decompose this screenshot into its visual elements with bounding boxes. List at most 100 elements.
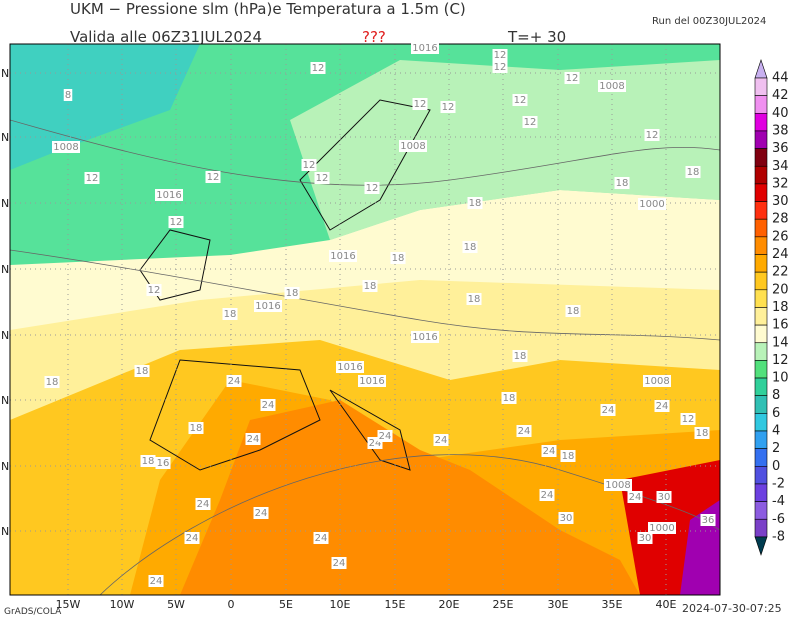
contour-label-bg bbox=[377, 430, 393, 442]
colorbar-label: 40 bbox=[772, 106, 789, 121]
contour-label: 18 bbox=[364, 281, 377, 292]
y-axis-label: N bbox=[1, 131, 9, 144]
map bbox=[9, 43, 721, 596]
contour-label-bg bbox=[492, 49, 508, 61]
contour-label: 12 bbox=[646, 130, 659, 141]
contour-label-bg bbox=[643, 375, 671, 387]
contour-label-bg bbox=[284, 287, 300, 299]
contour-label-bg bbox=[560, 450, 576, 462]
contour-label: 12 bbox=[442, 102, 455, 113]
contour-label: 16 bbox=[157, 458, 170, 469]
contour-label-bg bbox=[44, 376, 60, 388]
contour-label-bg bbox=[600, 404, 616, 416]
contour-label: 24 bbox=[518, 426, 531, 437]
contour-label: 12 bbox=[148, 285, 161, 296]
colorbar-label: -4 bbox=[772, 494, 785, 509]
contour-label-bg bbox=[254, 300, 282, 312]
colorbar-label: 18 bbox=[772, 300, 789, 315]
contour-label-bg bbox=[314, 172, 330, 184]
contour-label-bg bbox=[358, 375, 386, 387]
contour-label: 18 bbox=[142, 456, 155, 467]
contour-label-bg bbox=[148, 575, 164, 587]
contour-label-bg bbox=[516, 425, 532, 437]
contour-label: 24 bbox=[435, 435, 448, 446]
colorbar-box bbox=[754, 324, 768, 344]
colorbar-label: 14 bbox=[772, 335, 789, 350]
contour-label-bg bbox=[614, 177, 630, 189]
contour-label: 1008 bbox=[53, 142, 78, 153]
contour-label-bg bbox=[140, 455, 156, 467]
colorbar-box bbox=[754, 342, 768, 361]
contour-label: 1016 bbox=[330, 251, 355, 262]
contour-label-bg bbox=[310, 62, 326, 74]
contour-label: 24 bbox=[197, 499, 210, 510]
hotter-area bbox=[180, 400, 640, 595]
title: UKM − Pressione slm (hPa)e Temperatura a… bbox=[70, 0, 466, 18]
contour-label-bg bbox=[331, 557, 347, 569]
colorbar-label: 36 bbox=[772, 141, 789, 156]
contour-label-bg bbox=[604, 479, 632, 491]
colorbar-label: 38 bbox=[772, 123, 789, 138]
colorbar-box bbox=[754, 95, 768, 114]
contour-label: 12 bbox=[170, 217, 183, 228]
colorbar-box bbox=[754, 271, 768, 291]
contour-label-bg bbox=[512, 94, 528, 106]
colorbar-label: 4 bbox=[772, 424, 780, 439]
colorbar-label: 26 bbox=[772, 229, 789, 244]
y-axis-label: N bbox=[1, 394, 9, 407]
contour-label-bg bbox=[685, 166, 701, 178]
contour-label: 12 bbox=[316, 173, 329, 184]
contour-label-bg bbox=[541, 445, 557, 457]
contour-label-bg bbox=[399, 140, 427, 152]
contour-label-bg bbox=[168, 216, 184, 228]
contour-label: 1008 bbox=[599, 81, 624, 92]
x-axis-label: 0 bbox=[228, 598, 235, 611]
x-axis-label: 20E bbox=[439, 598, 460, 611]
contour-label-bg bbox=[226, 375, 242, 387]
x-axis-label: 5E bbox=[279, 598, 293, 611]
colorbar-box bbox=[754, 413, 768, 432]
colorbar-box bbox=[754, 483, 768, 502]
colorbar-box bbox=[754, 148, 768, 167]
forecast-step: T=+ 30 bbox=[507, 28, 566, 46]
colorbar-label: 24 bbox=[772, 247, 789, 262]
contour-label: 8 bbox=[65, 90, 71, 101]
colorbar-box bbox=[754, 289, 768, 308]
contour-label-bg bbox=[440, 101, 456, 113]
y-axis-label: N bbox=[1, 329, 9, 342]
contour-label: 18 bbox=[687, 167, 700, 178]
contour-label: 12 bbox=[524, 117, 537, 128]
contour-label: 12 bbox=[682, 414, 695, 425]
colorbar-label: 42 bbox=[772, 88, 789, 103]
contour-label-bg bbox=[195, 498, 211, 510]
contour-label: 18 bbox=[567, 306, 580, 317]
x-axis-label: 5W bbox=[167, 598, 185, 611]
colorbar-under bbox=[754, 536, 768, 556]
contour-label: 1016 bbox=[156, 190, 181, 201]
contour-label: 18 bbox=[562, 451, 575, 462]
contour-label-bg bbox=[598, 80, 626, 92]
colorbar-box bbox=[754, 236, 768, 255]
colorbar-box bbox=[754, 518, 768, 538]
contour-label-bg bbox=[654, 400, 670, 412]
colorbar-label: -2 bbox=[772, 476, 785, 491]
contour-label: 18 bbox=[469, 198, 482, 209]
colorbar-box bbox=[754, 430, 768, 449]
contour-label-bg bbox=[700, 514, 716, 526]
contour-label: 12 bbox=[494, 62, 507, 73]
contour-label-bg bbox=[134, 365, 150, 377]
contour-label-bg bbox=[656, 491, 672, 503]
contour-label: 12 bbox=[414, 99, 427, 110]
contour-label: 24 bbox=[228, 376, 241, 387]
contour-label: 24 bbox=[602, 405, 615, 416]
contour-label: 1008 bbox=[400, 141, 425, 152]
y-axis-label: N bbox=[1, 197, 9, 210]
contour-label-bg bbox=[260, 399, 276, 411]
colorbar-label: 44 bbox=[772, 71, 789, 86]
contour-label-bg bbox=[52, 141, 80, 153]
contour-label-bg bbox=[364, 182, 380, 194]
contour-label: 18 bbox=[503, 393, 516, 404]
contour-label: 1016 bbox=[255, 301, 280, 312]
contour-label-bg bbox=[188, 422, 204, 434]
